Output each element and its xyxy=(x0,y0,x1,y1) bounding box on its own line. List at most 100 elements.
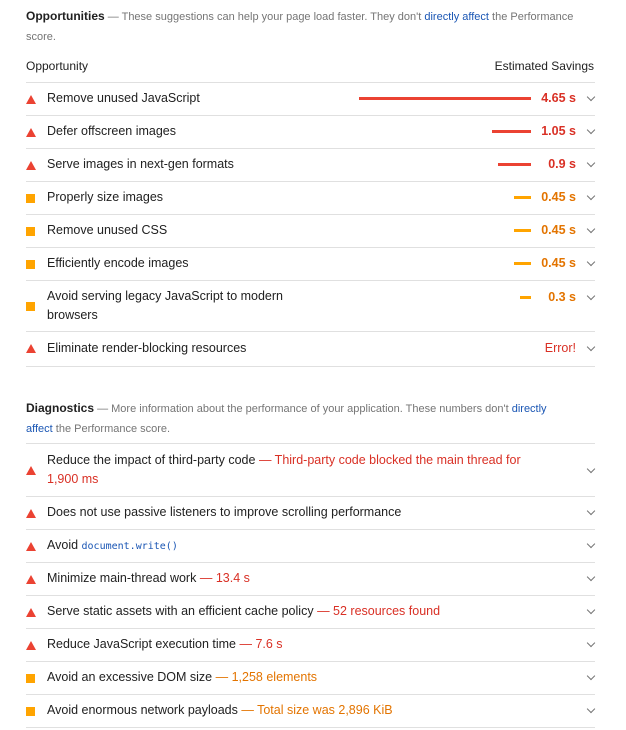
savings-value: 0.3 s xyxy=(548,290,576,304)
average-square-icon xyxy=(26,707,35,716)
diagnostic-label: Reduce JavaScript execution time — 7.6 s xyxy=(47,635,283,654)
opportunity-label-line2: browsers xyxy=(47,308,98,322)
savings-value: 0.45 s xyxy=(541,190,576,204)
diagnostic-title: Avoid xyxy=(47,538,82,552)
fail-triangle-icon xyxy=(26,344,36,353)
opportunity-label: Efficiently encode images xyxy=(47,256,189,270)
fail-triangle-icon xyxy=(26,95,36,104)
diagnostic-row[interactable]: Reduce JavaScript execution time — 7.6 s xyxy=(26,629,596,662)
fail-triangle-icon xyxy=(26,128,36,137)
diagnostic-detail: — Total size was 2,896 KiB xyxy=(241,703,393,717)
opportunity-row[interactable]: Remove unused JavaScript 4.65 s xyxy=(26,83,596,116)
fail-triangle-icon xyxy=(26,608,36,617)
opportunity-label: Serve images in next-gen formats xyxy=(47,157,234,171)
opportunity-label: Remove unused CSS xyxy=(47,223,168,237)
diagnostic-title: Does not use passive listeners to improv… xyxy=(47,505,402,519)
directly-affect-link[interactable]: directly affect xyxy=(424,11,489,23)
chevron-down-icon[interactable] xyxy=(586,291,596,301)
chevron-down-icon[interactable] xyxy=(586,125,596,135)
savings-column-label: Estimated Savings xyxy=(494,59,594,73)
diagnostic-title: Serve static assets with an efficient ca… xyxy=(47,604,314,618)
diagnostic-row[interactable]: Avoid document.write() xyxy=(26,530,596,563)
savings-value: 0.45 s xyxy=(541,223,576,237)
chevron-down-icon[interactable] xyxy=(586,342,596,352)
opportunities-header: Opportunities — These suggestions can he… xyxy=(26,6,596,47)
diagnostic-row[interactable]: Avoid enormous network payloads — Total … xyxy=(26,695,596,728)
opportunities-column-header: Opportunity Estimated Savings xyxy=(26,58,595,83)
average-square-icon xyxy=(26,227,35,236)
diagnostic-row[interactable]: Serve static assets with an efficient ca… xyxy=(26,596,596,629)
opportunity-row[interactable]: Properly size images 0.45 s xyxy=(26,182,596,215)
affect-link[interactable]: affect xyxy=(26,423,53,435)
fail-triangle-icon xyxy=(26,542,36,551)
savings-bar xyxy=(492,130,531,133)
diagnostic-row[interactable]: Reduce the impact of third-party code — … xyxy=(26,444,596,497)
diagnostic-title: Avoid enormous network payloads xyxy=(47,703,238,717)
chevron-down-icon[interactable] xyxy=(586,638,596,648)
diagnostics-desc: More information about the performance o… xyxy=(111,403,512,415)
chevron-down-icon[interactable] xyxy=(586,704,596,714)
opportunity-row[interactable]: Eliminate render-blocking resources Erro… xyxy=(26,332,596,367)
diagnostic-detail-line1: — Third-party code blocked the main thre… xyxy=(258,453,521,467)
chevron-down-icon[interactable] xyxy=(586,158,596,168)
opportunity-row[interactable]: Defer offscreen images 1.05 s xyxy=(26,116,596,149)
opportunities-desc-end: the Performance score. xyxy=(26,11,574,43)
diagnostic-title: Reduce the impact of third-party code xyxy=(47,453,256,467)
diagnostic-label: Minimize main-thread work — 13.4 s xyxy=(47,569,250,588)
diagnostic-detail-line2: 1,900 ms xyxy=(47,472,99,486)
chevron-down-icon[interactable] xyxy=(586,464,596,474)
diagnostic-label: Serve static assets with an efficient ca… xyxy=(47,602,440,621)
opportunities-desc: These suggestions can help your page loa… xyxy=(121,11,425,23)
chevron-down-icon[interactable] xyxy=(586,92,596,102)
opportunities-sep: — xyxy=(104,11,122,23)
chevron-down-icon[interactable] xyxy=(586,506,596,516)
fail-triangle-icon xyxy=(26,161,36,170)
fail-triangle-icon xyxy=(26,509,36,518)
savings-bar xyxy=(514,262,531,265)
opportunity-label-line1: Avoid serving legacy JavaScript to moder… xyxy=(47,289,283,303)
average-square-icon xyxy=(26,674,35,683)
opportunity-column-label: Opportunity xyxy=(26,59,89,73)
diagnostic-row[interactable]: Does not use passive listeners to improv… xyxy=(26,497,596,530)
average-square-icon xyxy=(26,260,35,269)
average-square-icon xyxy=(26,302,35,311)
chevron-down-icon[interactable] xyxy=(586,539,596,549)
opportunity-row[interactable]: Serve images in next-gen formats 0.9 s xyxy=(26,149,596,182)
opportunity-row[interactable]: Efficiently encode images 0.45 s xyxy=(26,248,596,281)
opportunities-title: Opportunities xyxy=(26,9,105,23)
fail-triangle-icon xyxy=(26,641,36,650)
opportunity-label: Eliminate render-blocking resources xyxy=(47,341,247,355)
diagnostic-row[interactable]: Minimize main-thread work — 13.4 s xyxy=(26,563,596,596)
savings-value: 0.45 s xyxy=(541,256,576,270)
opportunity-row[interactable]: Remove unused CSS 0.45 s xyxy=(26,215,596,248)
savings-bar xyxy=(520,296,531,299)
diagnostic-detail: — 52 resources found xyxy=(317,604,441,618)
diagnostic-detail: — 7.6 s xyxy=(239,637,283,651)
diagnostics-sep: — xyxy=(94,403,112,415)
opportunity-label: Remove unused JavaScript xyxy=(47,91,200,105)
opportunity-row[interactable]: Avoid serving legacy JavaScript to moder… xyxy=(26,281,596,332)
error-value: Error! xyxy=(544,341,576,355)
chevron-down-icon[interactable] xyxy=(586,605,596,615)
savings-bar xyxy=(498,163,531,166)
savings-bar xyxy=(514,196,531,199)
divider xyxy=(26,443,595,444)
chevron-down-icon[interactable] xyxy=(586,572,596,582)
opportunity-label: Defer offscreen images xyxy=(47,124,176,138)
savings-bar xyxy=(514,229,531,232)
diagnostic-label: Reduce the impact of third-party code — … xyxy=(47,451,521,489)
fail-triangle-icon xyxy=(26,466,36,475)
diagnostic-title: Minimize main-thread work xyxy=(47,571,197,585)
directly-link[interactable]: directly xyxy=(511,403,547,415)
fail-triangle-icon xyxy=(26,575,36,584)
chevron-down-icon[interactable] xyxy=(586,257,596,267)
chevron-down-icon[interactable] xyxy=(586,671,596,681)
chevron-down-icon[interactable] xyxy=(586,191,596,201)
diagnostic-label: Avoid enormous network payloads — Total … xyxy=(47,701,393,720)
chevron-down-icon[interactable] xyxy=(586,224,596,234)
savings-value: 0.9 s xyxy=(548,157,576,171)
diagnostic-row[interactable]: Avoid an excessive DOM size — 1,258 elem… xyxy=(26,662,596,695)
diagnostic-label: Avoid document.write() xyxy=(47,536,178,556)
average-square-icon xyxy=(26,194,35,203)
